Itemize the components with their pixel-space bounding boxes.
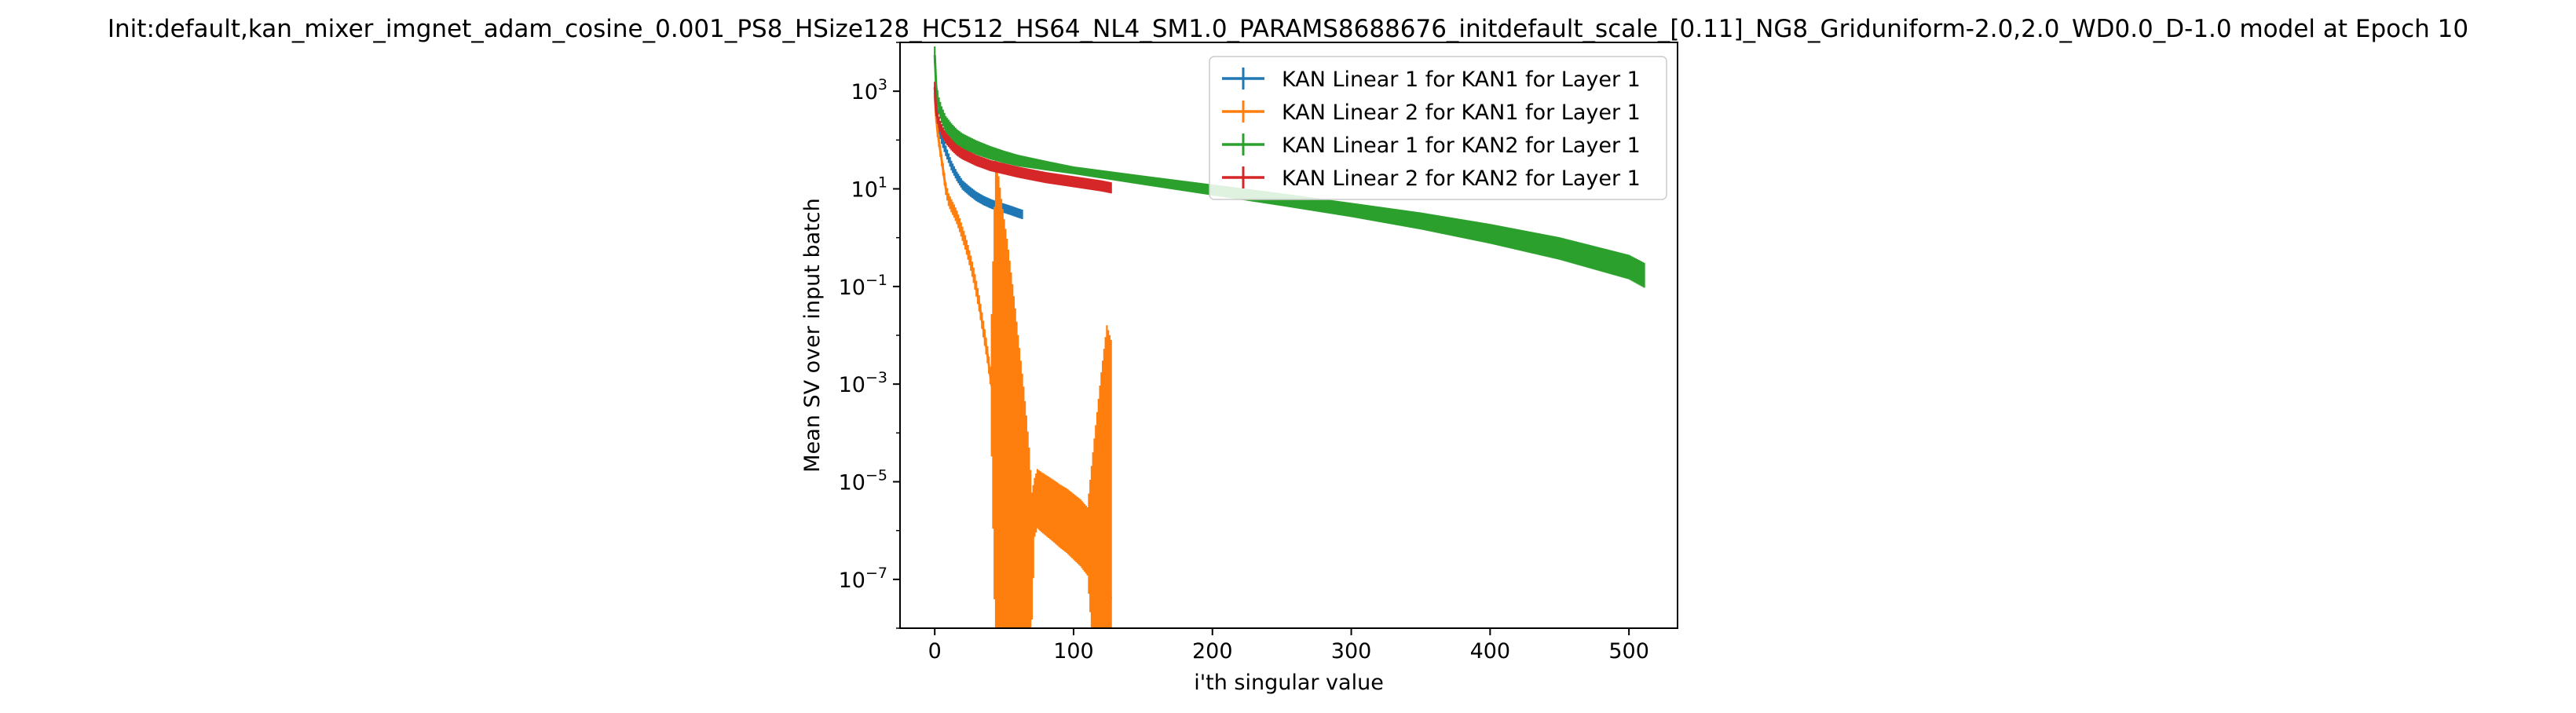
legend-label: KAN Linear 2 for KAN2 for Layer 1 [1282,166,1641,191]
x-axis-label: i'th singular value [1194,671,1384,695]
y-tick-label: 101 [851,174,887,203]
series-2 [933,90,1113,628]
x-tick-label: 300 [1331,639,1372,664]
y-tick-label: 10−3 [839,369,887,397]
series-line [933,87,1112,189]
y-tick-label: 103 [851,76,887,104]
legend-label: KAN Linear 1 for KAN2 for Layer 1 [1282,133,1641,158]
y-tick-label: 10−1 [839,272,887,300]
chart-title: Init:default,kan_mixer_imgnet_adam_cosin… [108,15,2468,43]
legend-item-2: KAN Linear 2 for KAN1 for Layer 1 [1222,101,1641,125]
series-line [933,93,1023,216]
y-tick-label: 10−5 [839,467,887,495]
legend-label: KAN Linear 1 for KAN1 for Layer 1 [1282,68,1641,92]
legend-box [1209,56,1667,200]
x-tick-label: 100 [1053,639,1094,664]
y-tick-label: 10−7 [839,565,887,593]
x-tick-label: 0 [928,639,942,664]
x-tick-label: 400 [1470,639,1511,664]
x-tick-label: 500 [1608,639,1649,664]
legend: KAN Linear 1 for KAN1 for Layer 1 KAN Lin… [1209,56,1667,200]
legend-item-3: KAN Linear 1 for KAN2 for Layer 1 [1222,133,1641,158]
series-line [933,96,1113,599]
series-line [933,55,1645,276]
x-tick-label: 200 [1192,639,1233,664]
x-axis-ticks: 0 100 200 300 400 500 [928,628,1649,664]
legend-item-1: KAN Linear 1 for KAN1 for Layer 1 [1222,68,1641,92]
legend-label: KAN Linear 2 for KAN1 for Layer 1 [1282,101,1641,125]
y-axis-label: Mean SV over input batch [800,198,825,472]
series-4 [933,82,1112,194]
legend-item-4: KAN Linear 2 for KAN2 for Layer 1 [1222,166,1641,191]
y-axis-ticks: 103 101 10−1 10−3 10−5 10−7 [839,42,900,629]
